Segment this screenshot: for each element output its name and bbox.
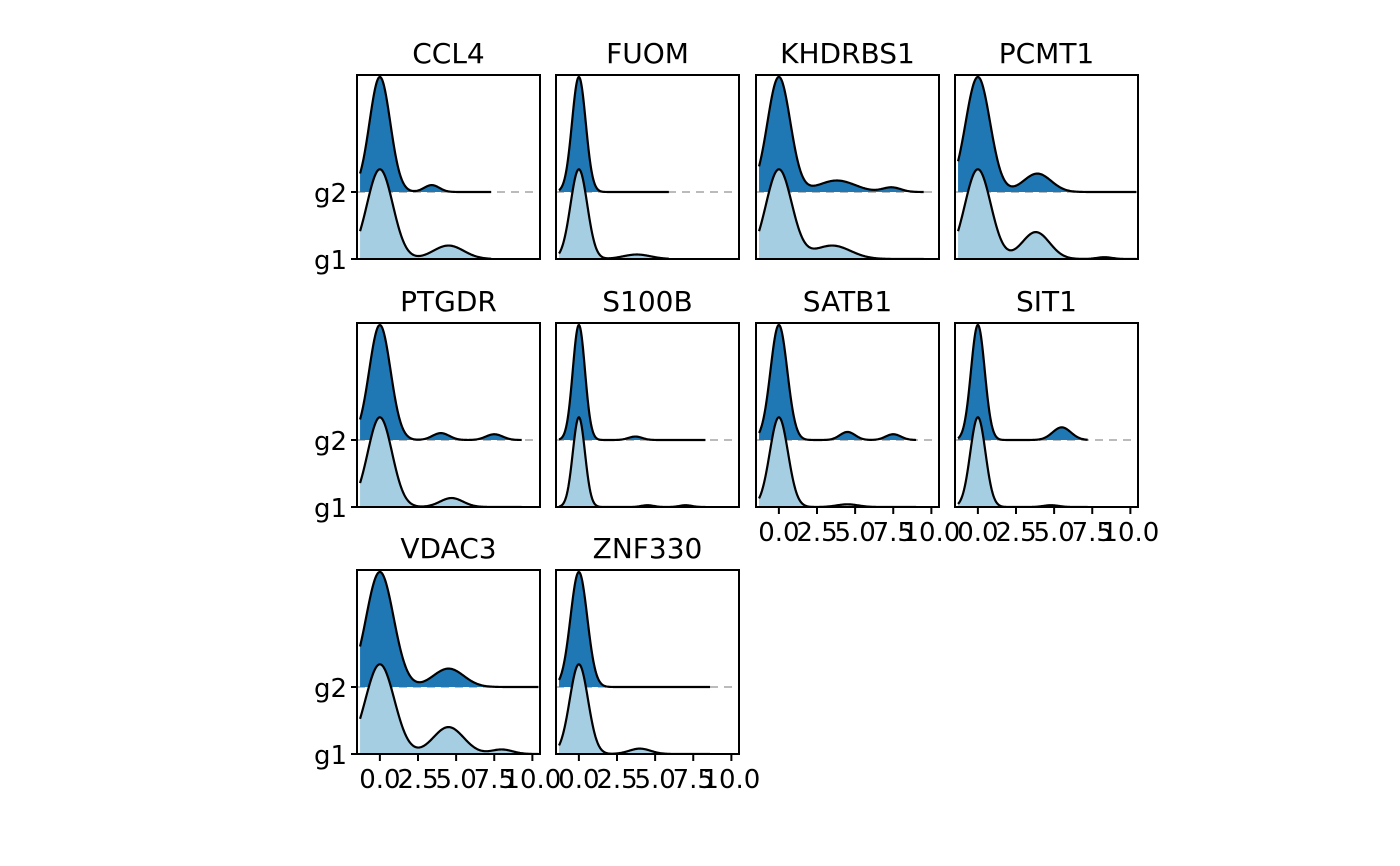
x-tick-label: 0.0 [558, 765, 599, 795]
x-tick-label: 0.0 [758, 518, 799, 548]
x-tick-label: 7.5 [873, 518, 914, 548]
panel-title: VDAC3 [400, 532, 496, 565]
x-tick-label: 5.0 [634, 765, 675, 795]
panel-frame [555, 74, 740, 260]
x-tick-label: 0.0 [957, 518, 998, 548]
ridge-g2-line [957, 323, 1088, 442]
y-tick-label: g2 [314, 179, 347, 209]
panel-frame [755, 322, 940, 508]
ridge-g2-fill [360, 77, 492, 192]
ridge-g2-fill [559, 325, 706, 440]
ridge-g2-line [558, 75, 669, 194]
ridge-g1-fill [559, 664, 711, 754]
ridge-g1-fill [759, 417, 917, 507]
x-tick-label: 5.0 [834, 518, 875, 548]
x-tick-label: 5.0 [435, 765, 476, 795]
panel-ccl4: CCL4 g2 g1 [314, 37, 541, 276]
panel-frame [356, 322, 541, 508]
x-tick-label: 7.5 [1072, 518, 1113, 548]
panel-title: CCL4 [412, 37, 485, 70]
x-tick-label: 2.5 [995, 518, 1036, 548]
panel-vdac3: VDAC3 g2 g1 0.02.55.07.510.0 [314, 532, 561, 795]
x-tick-label: 10.0 [503, 765, 561, 795]
ridge-g1-line [758, 416, 917, 507]
x-tick-label: 10.0 [702, 765, 760, 795]
panel-khdrbs1: KHDRBS1 [755, 37, 940, 260]
y-tick-label: g1 [314, 246, 347, 276]
panel-title: ZNF330 [593, 532, 703, 565]
panel-frame [954, 322, 1139, 508]
panel-s100b: S100B [555, 285, 740, 508]
ridge-g1-fill [360, 664, 539, 754]
ridge-g1-fill [559, 169, 669, 259]
panel-frame [356, 569, 541, 755]
ridge-g1-fill [360, 169, 492, 259]
ridge-g2-line [558, 323, 706, 442]
panel-ptgdr: PTGDR g2 g1 [314, 285, 541, 524]
panel-title: SIT1 [1016, 285, 1077, 318]
x-tick-label: 7.5 [474, 765, 515, 795]
ridge-g1-fill [759, 169, 924, 259]
x-tick-label: 0.0 [359, 765, 400, 795]
y-tick-label: g1 [314, 741, 347, 771]
ridge-g1-fill [360, 417, 522, 507]
panel-title: S100B [602, 285, 692, 318]
panel-title: PCMT1 [999, 37, 1095, 70]
ridge-g2-line [558, 570, 711, 689]
x-tick-label: 2.5 [397, 765, 438, 795]
y-tick-label: g2 [314, 674, 347, 704]
y-tick-label: g1 [314, 494, 347, 524]
ridge-g2-line [358, 570, 539, 689]
panel-title: PTGDR [400, 285, 497, 318]
panel-frame [755, 74, 940, 260]
panel-frame [555, 322, 740, 508]
ridge-g2-line [757, 75, 924, 194]
ridge-g1-line [358, 663, 539, 754]
x-tick-label: 10.0 [902, 518, 960, 548]
panel-frame [356, 74, 541, 260]
panel-fuom: FUOM [555, 37, 740, 260]
x-tick-label: 7.5 [673, 765, 714, 795]
panel-title: SATB1 [803, 285, 892, 318]
ridge-g2-fill [958, 325, 1088, 440]
panel-sit1: SIT1 0.02.55.07.510.0 [954, 285, 1159, 548]
ridge-g1-line [558, 168, 669, 259]
panel-pcmt1: PCMT1 [954, 37, 1139, 260]
x-tick-label: 10.0 [1101, 518, 1159, 548]
panel-satb1: SATB1 0.02.55.07.510.0 [755, 285, 960, 548]
ridge-g2-fill [559, 77, 669, 192]
ridge-g1-line [358, 168, 492, 259]
ridge-g1-line [956, 168, 1137, 259]
x-tick-label: 2.5 [796, 518, 837, 548]
ridge-g2-line [956, 75, 1137, 194]
ridge-g1-fill [559, 417, 706, 507]
panel-frame [954, 74, 1139, 260]
ridge-g2-line [358, 75, 492, 194]
ridge-g2-line [358, 323, 522, 442]
x-tick-label: 2.5 [596, 765, 637, 795]
panel-frame [555, 569, 740, 755]
ridge-g2-line [758, 323, 917, 442]
panel-znf330: ZNF330 0.02.55.07.510.0 [555, 532, 760, 795]
panel-title: KHDRBS1 [780, 37, 915, 70]
ridge-g1-line [558, 663, 711, 754]
panel-title: FUOM [606, 37, 689, 70]
y-tick-label: g2 [314, 427, 347, 457]
x-tick-label: 5.0 [1033, 518, 1074, 548]
